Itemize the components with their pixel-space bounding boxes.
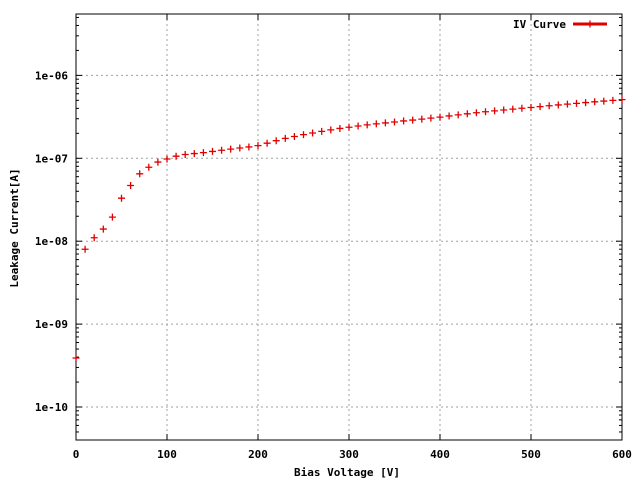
- data-point: [209, 147, 216, 155]
- data-point: [409, 116, 417, 124]
- x-tick-labels: 0 100 200 300 400 500 600: [73, 448, 632, 461]
- data-point: [272, 137, 280, 145]
- data-point: [236, 144, 244, 152]
- data-point: [254, 142, 262, 150]
- grid: [76, 14, 622, 440]
- x-tick-label: 500: [521, 448, 541, 461]
- data-point: [163, 155, 171, 163]
- data-point: [154, 158, 162, 166]
- y-axis-title: Leakage Current[A]: [8, 168, 21, 287]
- data-point: [136, 170, 144, 178]
- data-point: [600, 97, 608, 105]
- x-tick-label: 300: [339, 448, 359, 461]
- data-point: [181, 151, 189, 159]
- y-tick-label: 1e-07: [35, 152, 68, 165]
- legend: IV Curve: [513, 18, 607, 31]
- data-point: [99, 225, 107, 233]
- data-point: [245, 143, 253, 151]
- data-point: [582, 99, 590, 107]
- x-tick-label: 400: [430, 448, 450, 461]
- y-tick-labels: 1e-10 1e-09 1e-08 1e-07 1e-06: [35, 69, 68, 414]
- data-point: [227, 145, 235, 153]
- data-point: [573, 99, 580, 107]
- data-point: [591, 98, 599, 106]
- data-point: [536, 103, 544, 111]
- data-point: [72, 354, 80, 362]
- data-point: [618, 96, 626, 104]
- y-tick-label: 1e-10: [35, 401, 68, 414]
- x-tick-label: 100: [157, 448, 177, 461]
- data-point: [482, 108, 489, 116]
- data-point: [563, 100, 571, 108]
- data-point: [127, 181, 135, 189]
- data-point: [354, 122, 362, 130]
- data-point: [518, 104, 526, 112]
- data-point: [372, 120, 380, 128]
- data-point: [527, 103, 535, 111]
- x-tick-label: 200: [248, 448, 268, 461]
- data-point: [472, 109, 480, 117]
- x-tick-label: 0: [73, 448, 80, 461]
- data-point: [318, 127, 326, 135]
- data-point: [391, 118, 398, 126]
- data-point: [81, 245, 89, 253]
- y-tick-label: 1e-08: [35, 235, 68, 248]
- data-point: [491, 107, 499, 115]
- data-point: [363, 121, 371, 129]
- data-point: [463, 110, 471, 118]
- x-axis-title: Bias Voltage [V]: [294, 466, 400, 479]
- data-point: [500, 106, 508, 114]
- legend-label-iv-curve: IV Curve: [513, 18, 566, 31]
- data-point: [545, 102, 553, 110]
- data-point: [609, 96, 617, 104]
- data-point: [336, 124, 344, 132]
- data-points: [72, 96, 626, 362]
- data-point: [218, 146, 226, 154]
- data-point: [281, 134, 289, 142]
- data-point: [90, 234, 98, 242]
- data-point: [381, 119, 389, 127]
- data-point: [145, 163, 153, 171]
- data-point: [290, 133, 298, 141]
- data-point: [118, 194, 125, 202]
- data-point: [454, 111, 462, 119]
- data-point: [436, 113, 444, 121]
- data-point: [190, 150, 198, 158]
- data-point: [345, 123, 353, 131]
- plot-frame: [75, 13, 623, 441]
- axis-ticks: [75, 14, 623, 440]
- data-point: [427, 114, 435, 122]
- data-point: [108, 213, 116, 221]
- data-point: [509, 105, 517, 113]
- legend-marker: [586, 20, 594, 28]
- data-point: [400, 117, 408, 125]
- data-point: [554, 101, 562, 109]
- data-point: [300, 131, 307, 139]
- x-tick-label: 600: [612, 448, 632, 461]
- legend-marker-iv-curve: [586, 20, 594, 28]
- data-point: [445, 112, 453, 120]
- data-point: [309, 129, 317, 137]
- data-point: [263, 139, 271, 147]
- data-point: [418, 115, 426, 123]
- y-tick-label: 1e-06: [35, 69, 68, 82]
- y-tick-label: 1e-09: [35, 318, 68, 331]
- data-point: [327, 126, 335, 134]
- data-point: [199, 149, 207, 157]
- data-point: [172, 152, 180, 160]
